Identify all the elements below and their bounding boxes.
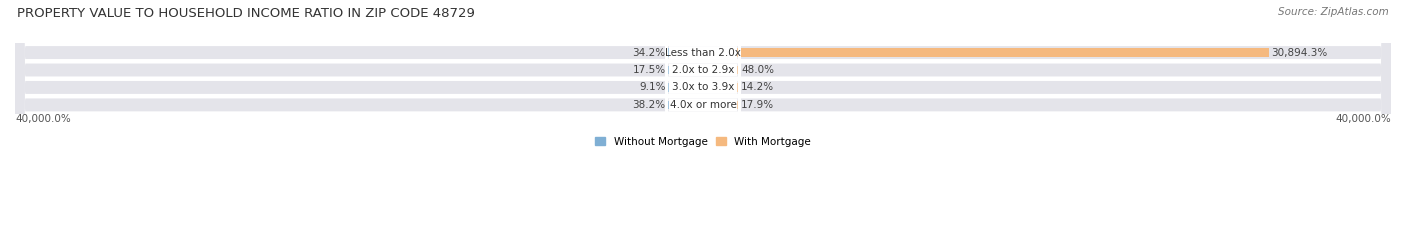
Text: 2.0x to 2.9x: 2.0x to 2.9x xyxy=(672,65,734,75)
Text: 3.0x to 3.9x: 3.0x to 3.9x xyxy=(672,82,734,93)
Text: 30,894.3%: 30,894.3% xyxy=(1271,48,1327,58)
Text: 9.1%: 9.1% xyxy=(640,82,665,93)
Text: 40,000.0%: 40,000.0% xyxy=(1336,114,1391,124)
FancyBboxPatch shape xyxy=(665,0,741,233)
FancyBboxPatch shape xyxy=(15,0,1391,233)
Text: 48.0%: 48.0% xyxy=(741,65,773,75)
Text: 38.2%: 38.2% xyxy=(633,100,665,110)
Text: Source: ZipAtlas.com: Source: ZipAtlas.com xyxy=(1278,7,1389,17)
FancyBboxPatch shape xyxy=(665,0,741,233)
Text: 17.5%: 17.5% xyxy=(633,65,665,75)
Text: 17.9%: 17.9% xyxy=(741,100,773,110)
FancyBboxPatch shape xyxy=(665,0,741,233)
FancyBboxPatch shape xyxy=(15,0,1391,233)
Text: Less than 2.0x: Less than 2.0x xyxy=(665,48,741,58)
Text: 14.2%: 14.2% xyxy=(741,82,773,93)
Text: 40,000.0%: 40,000.0% xyxy=(15,114,70,124)
FancyBboxPatch shape xyxy=(15,0,1391,233)
Text: PROPERTY VALUE TO HOUSEHOLD INCOME RATIO IN ZIP CODE 48729: PROPERTY VALUE TO HOUSEHOLD INCOME RATIO… xyxy=(17,7,475,20)
Text: 34.2%: 34.2% xyxy=(633,48,665,58)
Bar xyxy=(737,48,1268,57)
FancyBboxPatch shape xyxy=(665,0,741,233)
FancyBboxPatch shape xyxy=(15,0,1391,233)
Text: 4.0x or more: 4.0x or more xyxy=(669,100,737,110)
Legend: Without Mortgage, With Mortgage: Without Mortgage, With Mortgage xyxy=(591,132,815,151)
